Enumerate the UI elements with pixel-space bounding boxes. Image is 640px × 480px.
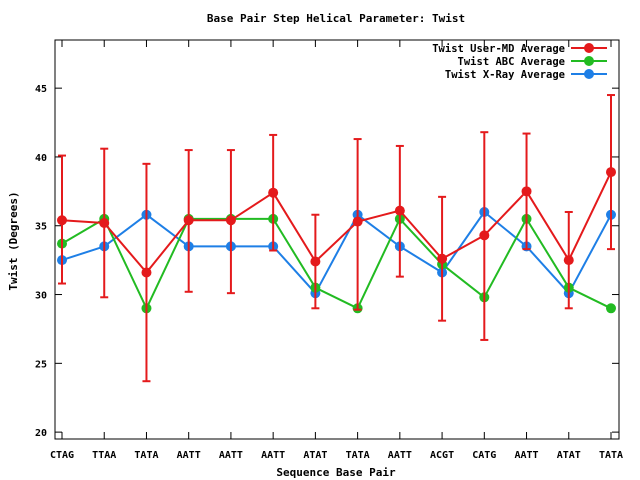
x-tick-label: TTAA bbox=[92, 450, 116, 461]
x-tick-label: TATA bbox=[599, 450, 623, 461]
data-point bbox=[437, 253, 448, 264]
y-tick-label: 25 bbox=[35, 359, 47, 370]
y-tick-label: 45 bbox=[35, 84, 47, 95]
axis-ticks: 20 25 30 35 40 45 CTAG TTAA TATA AATT AATT AATT ATAT… bbox=[35, 40, 623, 461]
series-line bbox=[61, 217, 612, 310]
x-tick-label: ATAT bbox=[557, 450, 581, 461]
series-line bbox=[61, 211, 612, 295]
y-tick-label: 35 bbox=[35, 222, 47, 233]
x-tick-label: CATG bbox=[472, 450, 496, 461]
data-point bbox=[310, 256, 321, 267]
legend-label: Twist X-Ray Average bbox=[445, 69, 565, 81]
data-point bbox=[141, 267, 152, 278]
data-point bbox=[268, 187, 279, 198]
series-0 bbox=[57, 94, 616, 383]
y-axis-label: Twist (Degrees) bbox=[7, 191, 20, 290]
legend-swatch-marker bbox=[584, 43, 594, 53]
plot-frame bbox=[54, 39, 620, 440]
data-point bbox=[57, 215, 67, 226]
x-axis-label: Sequence Base Pair bbox=[276, 466, 396, 479]
data-point bbox=[563, 255, 574, 266]
data-point bbox=[394, 205, 405, 216]
y-tick-label: 30 bbox=[35, 291, 47, 302]
data-point bbox=[225, 215, 236, 226]
data-point bbox=[521, 186, 532, 197]
x-tick-label: CTAG bbox=[50, 450, 74, 461]
y-tick-label: 20 bbox=[35, 428, 47, 439]
series-layer bbox=[57, 94, 616, 383]
x-tick-label: AATT bbox=[514, 450, 538, 461]
legend-swatch-marker bbox=[584, 56, 594, 66]
data-point bbox=[352, 216, 363, 227]
data-point bbox=[606, 303, 616, 314]
data-point bbox=[479, 230, 490, 241]
x-tick-label: TATA bbox=[346, 450, 370, 461]
x-tick-label: TATA bbox=[134, 450, 158, 461]
data-point bbox=[183, 215, 194, 226]
series-line bbox=[61, 171, 612, 274]
chart-title: Base Pair Step Helical Parameter: Twist bbox=[207, 12, 465, 25]
data-point bbox=[606, 167, 616, 178]
legend-label: Twist User-MD Average bbox=[432, 43, 565, 55]
y-tick-label: 40 bbox=[35, 153, 47, 164]
x-tick-label: AATT bbox=[219, 450, 243, 461]
data-point bbox=[99, 217, 110, 228]
x-tick-label: AATT bbox=[177, 450, 201, 461]
x-tick-label: AATT bbox=[388, 450, 412, 461]
x-tick-label: ATAT bbox=[303, 450, 327, 461]
legend-label: Twist ABC Average bbox=[458, 56, 565, 68]
x-tick-label: ACGT bbox=[430, 450, 454, 461]
legend-swatch-marker bbox=[584, 69, 594, 79]
x-tick-label: AATT bbox=[261, 450, 285, 461]
